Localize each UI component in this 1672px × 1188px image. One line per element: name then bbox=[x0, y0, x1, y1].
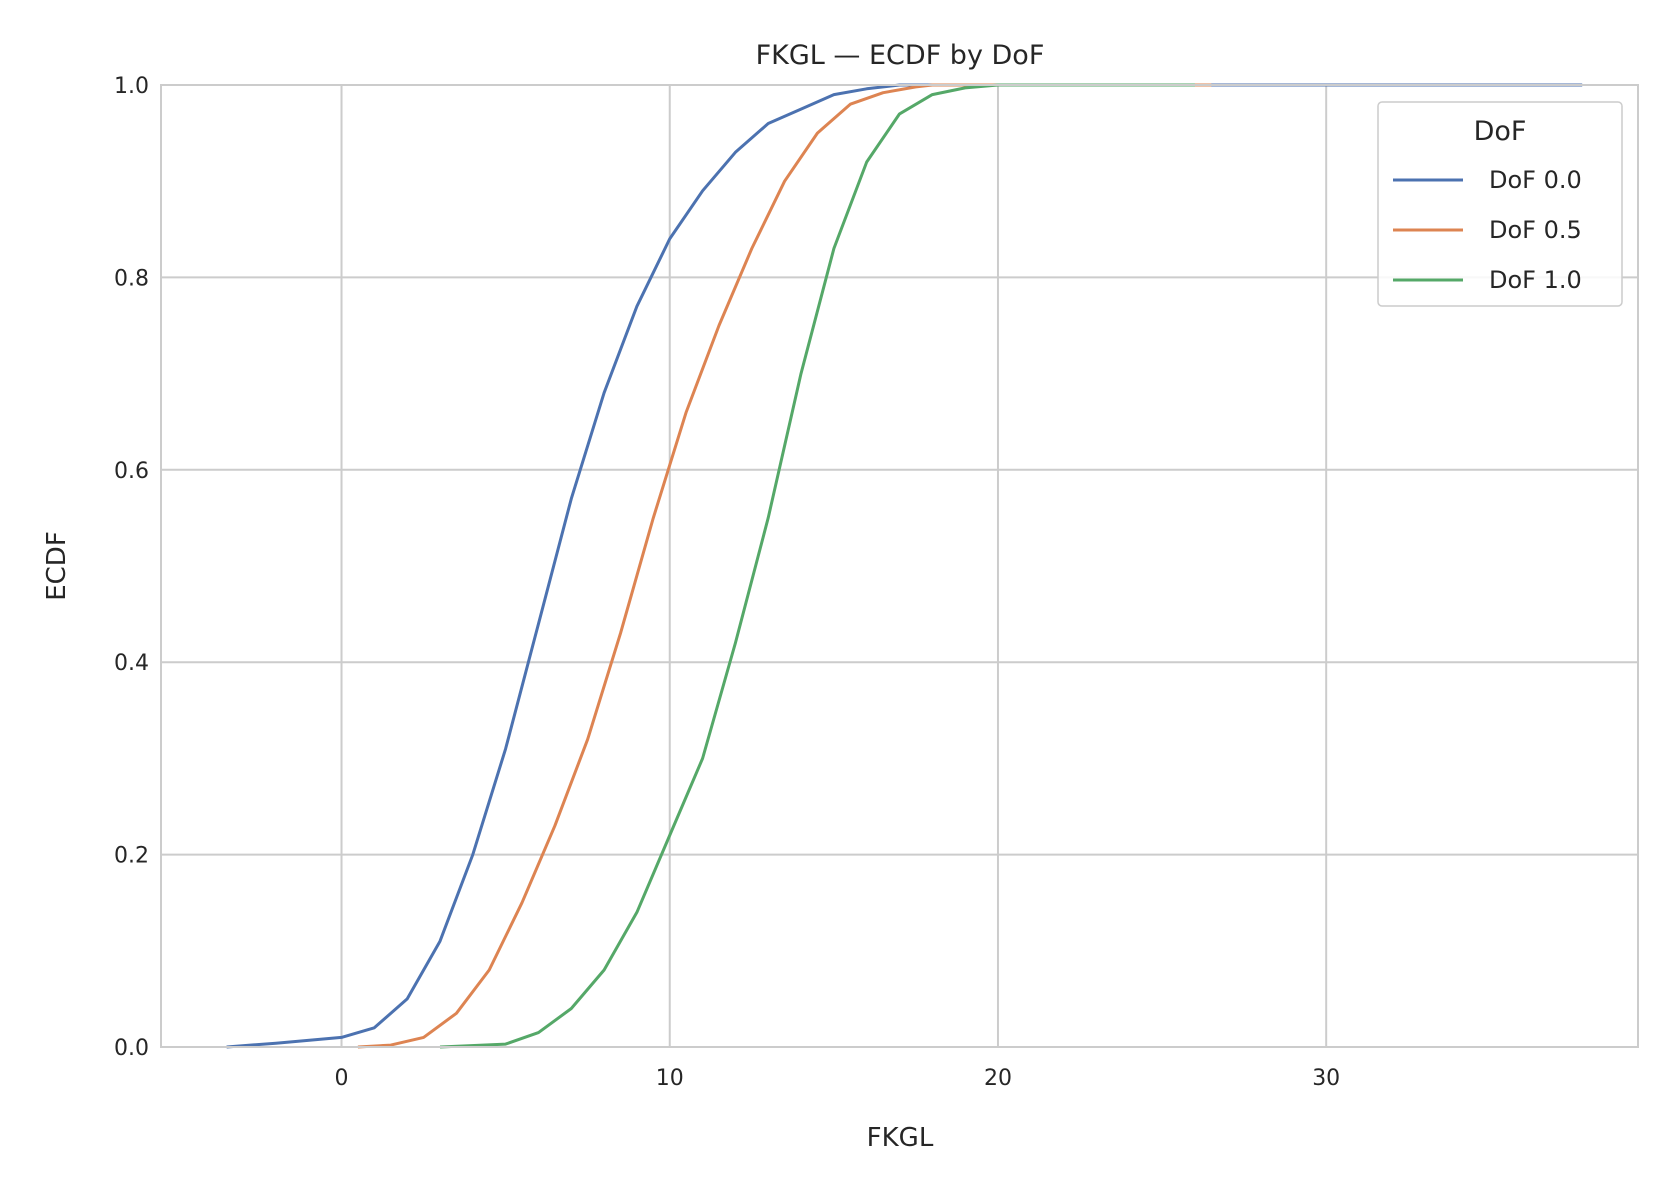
series-line-1 bbox=[357, 83, 1212, 1049]
y-tick-label: 0.0 bbox=[114, 1036, 149, 1061]
legend-title: DoF bbox=[1474, 116, 1527, 147]
x-tick-label: 20 bbox=[984, 1066, 1012, 1091]
legend: DoF DoF 0.0 DoF 0.5 DoF 1.0 bbox=[1377, 101, 1623, 307]
legend-label: DoF 1.0 bbox=[1489, 266, 1582, 294]
y-tick-label: 0.8 bbox=[114, 266, 149, 291]
chart-title: FKGL — ECDF by DoF bbox=[756, 40, 1045, 71]
x-axis-label: FKGL bbox=[867, 1123, 934, 1153]
legend-label: DoF 0.5 bbox=[1489, 216, 1582, 244]
y-tick-label: 1.0 bbox=[114, 74, 149, 99]
legend-label: DoF 0.0 bbox=[1489, 166, 1582, 194]
y-axis-label: ECDF bbox=[42, 531, 72, 601]
x-tick-labels: 0 10 20 30 bbox=[335, 1066, 1341, 1091]
legend-box bbox=[1377, 101, 1623, 307]
y-tick-label: 0.2 bbox=[114, 844, 149, 869]
x-tick-label: 0 bbox=[335, 1066, 349, 1091]
y-tick-label: 0.4 bbox=[114, 651, 149, 676]
plot-frame bbox=[160, 84, 1639, 1048]
x-tick-label: 10 bbox=[656, 1066, 684, 1091]
series-line-2 bbox=[439, 83, 1195, 1049]
series-lines bbox=[226, 83, 1583, 1049]
series-line-0 bbox=[226, 83, 1583, 1049]
y-tick-label: 0.6 bbox=[114, 459, 149, 484]
x-tick-label: 30 bbox=[1312, 1066, 1340, 1091]
y-tick-labels: 0.0 0.2 0.4 0.6 0.8 1.0 bbox=[114, 74, 149, 1061]
legend-items: DoF 0.0 DoF 0.5 DoF 1.0 bbox=[1393, 166, 1582, 294]
